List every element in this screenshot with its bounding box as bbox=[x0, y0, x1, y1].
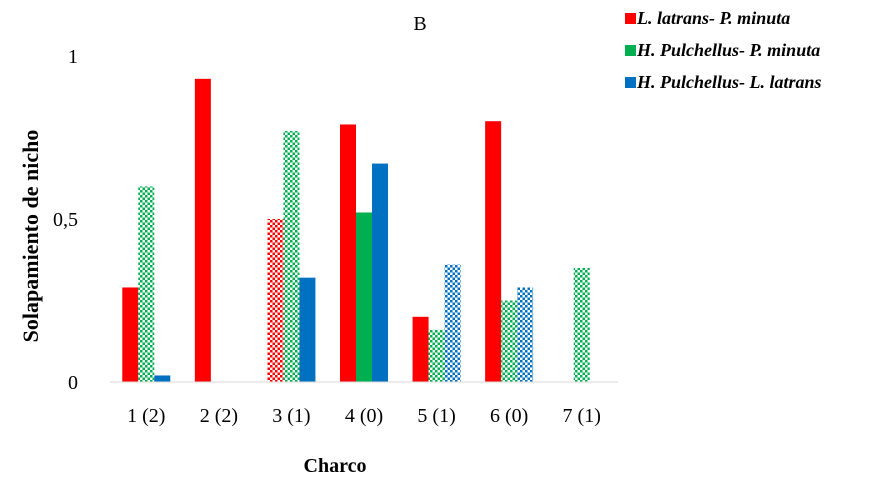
bar bbox=[340, 124, 356, 383]
legend-swatch bbox=[625, 45, 636, 56]
y-tick-label: 0 bbox=[68, 372, 78, 394]
x-tick-label: 7 (1) bbox=[563, 405, 601, 427]
x-tick-label: 1 (2) bbox=[127, 405, 165, 427]
bar bbox=[154, 375, 171, 382]
y-tick-label: 0,5 bbox=[53, 209, 78, 231]
x-tick-label: 4 (0) bbox=[345, 405, 383, 427]
y-tick-label: 1 bbox=[68, 46, 78, 68]
bar bbox=[356, 212, 372, 382]
legend-swatch bbox=[625, 77, 636, 88]
legend-label: H. Pulchellus- L. latrans bbox=[636, 72, 822, 92]
y-axis-label: Solapamiento de nicho bbox=[18, 130, 43, 343]
bar bbox=[138, 186, 155, 382]
x-tick-label: 3 (1) bbox=[272, 405, 310, 427]
chart-title: B bbox=[413, 13, 426, 35]
x-tick-label: 5 (1) bbox=[417, 405, 455, 427]
x-tick-label: 2 (2) bbox=[200, 405, 238, 427]
bar bbox=[267, 219, 284, 382]
bar bbox=[444, 264, 461, 382]
bar bbox=[299, 277, 316, 382]
bar bbox=[412, 316, 429, 382]
x-axis-ticks: 1 (2) 2 (2) 3 (1) 4 (0) 5 (1) 6 (0) 7 (1) bbox=[127, 405, 601, 427]
legend-label: L. latrans- P. minuta bbox=[636, 8, 790, 28]
bar bbox=[372, 163, 388, 382]
bar bbox=[573, 267, 590, 382]
bar bbox=[283, 130, 300, 382]
legend-label: H. Pulchellus- P. minuta bbox=[636, 40, 820, 60]
x-tick-label: 6 (0) bbox=[490, 405, 528, 427]
y-axis-ticks: 00,51 bbox=[53, 46, 78, 394]
legend-swatch bbox=[625, 13, 636, 24]
bar bbox=[501, 300, 518, 382]
bar bbox=[122, 287, 139, 382]
bar bbox=[517, 287, 534, 382]
bar bbox=[485, 121, 502, 382]
legend: L. latrans- P. minuta H. Pulchellus- P. m… bbox=[625, 8, 822, 92]
bar bbox=[428, 329, 445, 382]
x-axis-label: Charco bbox=[304, 455, 367, 477]
bar bbox=[194, 78, 211, 382]
bars bbox=[122, 78, 590, 383]
